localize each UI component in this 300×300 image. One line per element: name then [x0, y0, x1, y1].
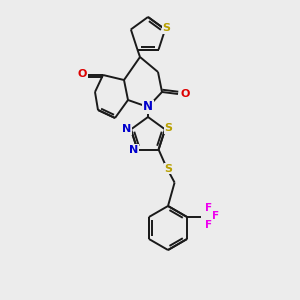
Text: N: N — [129, 145, 138, 154]
Text: F: F — [206, 220, 213, 230]
Text: N: N — [122, 124, 131, 134]
Text: N: N — [143, 100, 153, 113]
Text: O: O — [77, 69, 87, 79]
Text: S: S — [164, 123, 172, 134]
Text: S: S — [165, 164, 172, 174]
Text: S: S — [162, 23, 170, 33]
Text: F: F — [212, 211, 220, 221]
Text: F: F — [206, 203, 213, 213]
Text: O: O — [180, 89, 190, 99]
